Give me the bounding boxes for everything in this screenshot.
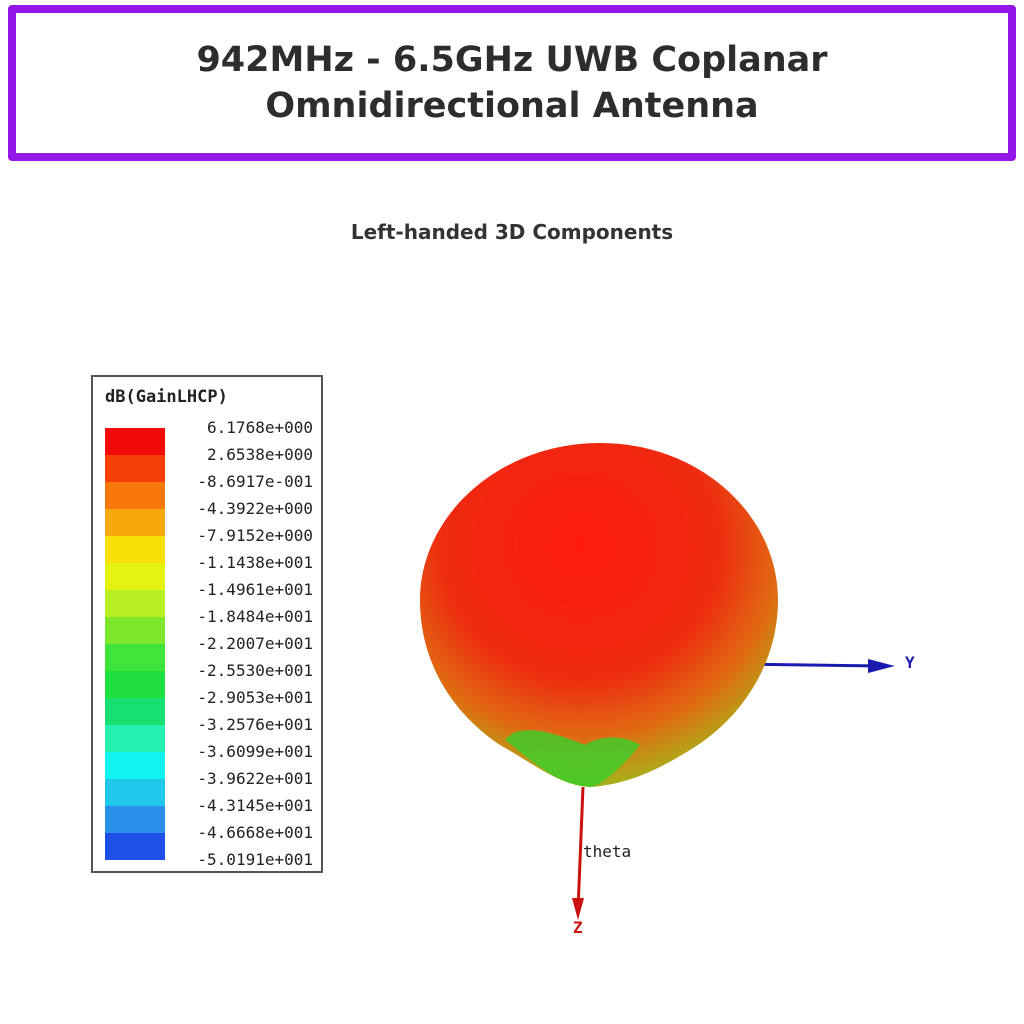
legend-color-band — [105, 644, 165, 671]
y-axis-label: Y — [905, 653, 915, 672]
legend-tick-label: -3.2576e+001 — [197, 715, 313, 734]
legend-color-band — [105, 833, 165, 860]
radiation-lobe — [420, 443, 778, 787]
legend-color-band — [105, 779, 165, 806]
legend-tick-label: -3.6099e+001 — [197, 742, 313, 761]
legend-tick-label: -8.6917e-001 — [197, 472, 313, 491]
z-axis-arrow — [572, 898, 584, 920]
page-title: 942MHz - 6.5GHz UWB Coplanar Omnidirecti… — [196, 40, 828, 126]
legend-color-band — [105, 455, 165, 482]
legend-color-band — [105, 671, 165, 698]
color-legend: dB(GainLHCP) 6.1768e+000 2.6538e+000 -8.69… — [91, 375, 323, 873]
legend-color-band — [105, 509, 165, 536]
legend-color-band — [105, 617, 165, 644]
chart-subtitle: Left-handed 3D Components — [350, 220, 674, 244]
legend-tick-label: -4.3922e+000 — [197, 499, 313, 518]
legend-tick-label: -2.5530e+001 — [197, 661, 313, 680]
legend-tick-label: 2.6538e+000 — [207, 445, 313, 464]
theta-label: theta — [583, 842, 632, 861]
legend-tick-label: -1.1438e+001 — [197, 553, 313, 572]
legend-title: dB(GainLHCP) — [105, 387, 228, 407]
legend-color-band — [105, 536, 165, 563]
legend-tick-label: -2.9053e+001 — [197, 688, 313, 707]
y-axis-arrow — [868, 659, 895, 673]
legend-color-band — [105, 428, 165, 455]
legend-tick-label: -1.4961e+001 — [197, 580, 313, 599]
legend-color-band — [105, 563, 165, 590]
legend-color-band — [105, 482, 165, 509]
legend-tick-label: -2.2007e+001 — [197, 634, 313, 653]
legend-tick-label: -7.9152e+000 — [197, 526, 313, 545]
legend-tick-label: -1.8484e+001 — [197, 607, 313, 626]
legend-tick-label: -3.9622e+001 — [197, 769, 313, 788]
legend-tick-label: -4.3145e+001 — [197, 796, 313, 815]
z-axis-label: Z — [573, 918, 583, 937]
legend-color-band — [105, 725, 165, 752]
legend-tick-label: -5.0191e+001 — [197, 850, 313, 869]
lobe-lower-ridge — [505, 730, 640, 787]
legend-color-band — [105, 698, 165, 725]
z-axis-line — [576, 786, 585, 911]
legend-color-band — [105, 752, 165, 779]
legend-color-band — [105, 806, 165, 833]
legend-tick-label: -4.6668e+001 — [197, 823, 313, 842]
title-banner: 942MHz - 6.5GHz UWB Coplanar Omnidirecti… — [8, 5, 1016, 161]
legend-color-band — [105, 590, 165, 617]
legend-tick-label: 6.1768e+000 — [207, 418, 313, 437]
